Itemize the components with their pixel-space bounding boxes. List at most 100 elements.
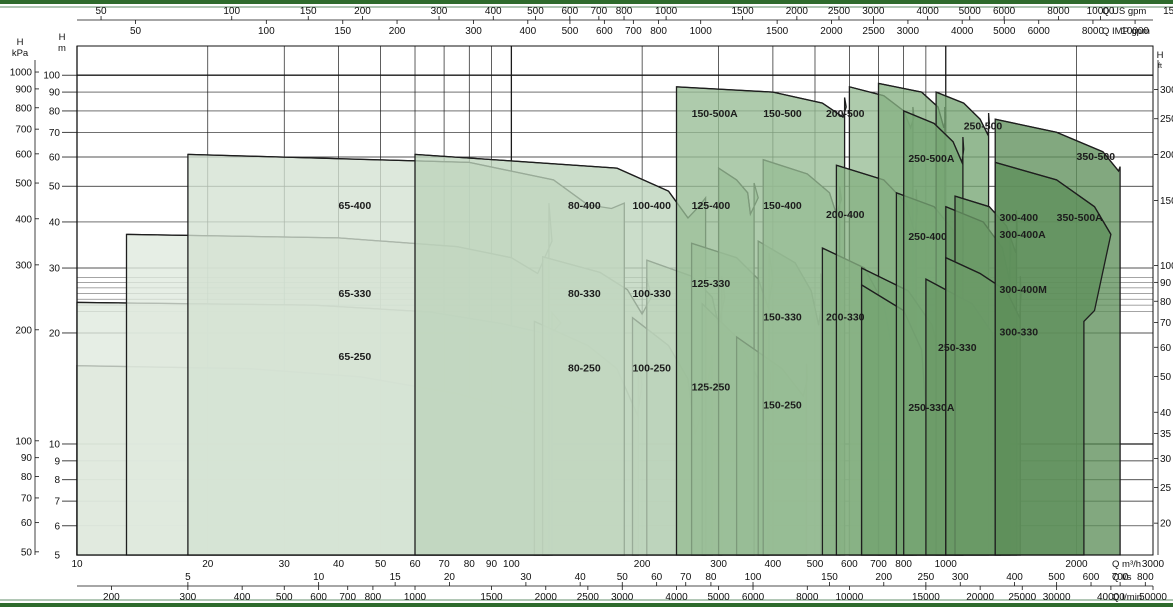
tick-ls: 80	[705, 572, 717, 583]
tick-lmin: 1000	[404, 592, 427, 603]
tick-lmin: 5000	[707, 592, 730, 603]
tick-ls: 150	[821, 572, 838, 583]
tick-ft: 35	[1160, 429, 1172, 440]
label-250-500A: 250-500A	[908, 153, 955, 165]
tick-usgpm: 4000	[917, 6, 940, 17]
tick-m-origin: 5	[54, 551, 60, 562]
label-300-400A: 300-400A	[1000, 229, 1047, 241]
curve-350-500	[995, 118, 1120, 172]
axes: 10 20 30 40 50 60 70 80 90 100 200 300 400 500 600 700 8…	[10, 6, 1173, 603]
tick-lmin: 6000	[742, 592, 765, 603]
label-200-500: 200-500	[826, 108, 865, 120]
tick-ls: 700	[1112, 572, 1129, 583]
tick-impgpm: 100	[258, 26, 275, 37]
tick-ft: 20	[1160, 519, 1172, 530]
label-125-330: 125-330	[692, 278, 731, 290]
tick-m3h: 20	[202, 559, 214, 570]
tick-m: 80	[49, 106, 61, 117]
tick-ft: 200	[1160, 150, 1173, 161]
tick-impgpm: 2500	[862, 26, 885, 37]
tick-usgpm: 100	[223, 6, 240, 17]
tick-kpa: 70	[21, 493, 33, 504]
unit-ls: Q l/s	[1112, 572, 1132, 583]
label-300-400: 300-400	[1000, 212, 1039, 224]
tick-m: 90	[49, 88, 61, 99]
curve-350-500A	[995, 161, 1112, 235]
tick-ls: 100	[745, 572, 762, 583]
tick-ft: 250	[1160, 114, 1173, 125]
label-125-400: 125-400	[692, 200, 731, 212]
tick-usgpm: 400	[485, 6, 502, 17]
label-300-330: 300-330	[1000, 326, 1039, 338]
tick-impgpm: 800	[650, 26, 667, 37]
tick-kpa: 300	[15, 260, 32, 271]
tick-ft: 90	[1160, 278, 1172, 289]
unit-m: m	[58, 43, 66, 54]
tick-m3h: 50	[375, 559, 387, 570]
tick-usgpm: 15000	[1163, 6, 1173, 17]
curve-250-500	[935, 91, 989, 135]
tick-m3h: 10	[71, 559, 83, 570]
tick-lmin: 400	[234, 592, 251, 603]
tick-ls: 400	[1006, 572, 1023, 583]
tick-impgpm: 700	[625, 26, 642, 37]
tick-ls: 10	[313, 572, 325, 583]
label-350-500: 350-500	[1077, 151, 1116, 163]
label-250-330: 250-330	[938, 342, 977, 354]
tick-impgpm: 200	[389, 26, 406, 37]
tick-m3h: 300	[710, 559, 727, 570]
curve-150-500A	[676, 86, 844, 118]
bottom-band	[0, 603, 1173, 607]
label-200-400: 200-400	[826, 209, 865, 221]
tick-m: 7	[54, 497, 60, 508]
label-200-330: 200-330	[826, 311, 865, 323]
tick-kpa: 80	[21, 472, 33, 483]
label-65-250: 65-250	[339, 351, 372, 363]
tick-m3h: 80	[464, 559, 476, 570]
tick-lmin: 50000	[1139, 592, 1167, 603]
tick-usgpm: 6000	[993, 6, 1016, 17]
tick-ft: 30	[1160, 454, 1172, 465]
tick-m3h: 700	[870, 559, 887, 570]
tick-ft: 25	[1160, 483, 1172, 494]
tick-ls: 600	[1083, 572, 1100, 583]
tick-kpa: 900	[15, 84, 32, 95]
unit-kpa-h: H	[17, 37, 24, 48]
tick-lmin: 8000	[796, 592, 819, 603]
label-80-400: 80-400	[568, 200, 601, 212]
zone-labels: 65-250 65-330 65-400 80-250 80-330 80-400 100-…	[339, 108, 1116, 414]
tick-impgpm: 1500	[766, 26, 789, 37]
tick-lmin: 500	[276, 592, 293, 603]
tick-lmin: 20000	[966, 592, 994, 603]
unit-m3h: Q m³/h	[1112, 559, 1141, 570]
label-100-330: 100-330	[632, 288, 671, 300]
tick-impgpm: 2000	[820, 26, 843, 37]
tick-kpa: 800	[15, 103, 32, 114]
label-300-400M: 300-400M	[1000, 284, 1048, 296]
tick-ls: 800	[1137, 572, 1154, 583]
tick-lmin: 700	[339, 592, 356, 603]
tick-ls: 30	[520, 572, 532, 583]
tick-usgpm: 1500	[731, 6, 754, 17]
tick-m3h: 600	[841, 559, 858, 570]
tick-usgpm: 300	[431, 6, 448, 17]
tick-kpa: 90	[21, 453, 33, 464]
tick-ls: 20	[444, 572, 456, 583]
tick-ls: 300	[952, 572, 969, 583]
tick-m: 40	[49, 217, 61, 228]
tick-m: 100	[43, 71, 60, 82]
tick-lmin: 2500	[577, 592, 600, 603]
tick-m3h: 500	[807, 559, 824, 570]
tick-m3h: 30	[279, 559, 291, 570]
tick-ft: 50	[1160, 372, 1172, 383]
tick-kpa: 1000	[10, 68, 33, 79]
tick-impgpm: 600	[596, 26, 613, 37]
unit-kpa: kPa	[12, 48, 29, 59]
tick-m: 8	[54, 475, 60, 486]
tick-usgpm: 200	[354, 6, 371, 17]
tick-lmin: 1500	[480, 592, 503, 603]
tick-impgpm: 400	[519, 26, 536, 37]
tick-lmin: 3000	[611, 592, 634, 603]
